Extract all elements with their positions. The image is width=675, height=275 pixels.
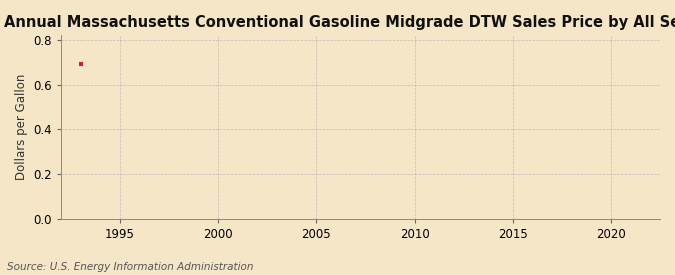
- Title: Annual Massachusetts Conventional Gasoline Midgrade DTW Sales Price by All Selle: Annual Massachusetts Conventional Gasoli…: [5, 15, 675, 30]
- Y-axis label: Dollars per Gallon: Dollars per Gallon: [15, 74, 28, 180]
- Text: Source: U.S. Energy Information Administration: Source: U.S. Energy Information Administ…: [7, 262, 253, 272]
